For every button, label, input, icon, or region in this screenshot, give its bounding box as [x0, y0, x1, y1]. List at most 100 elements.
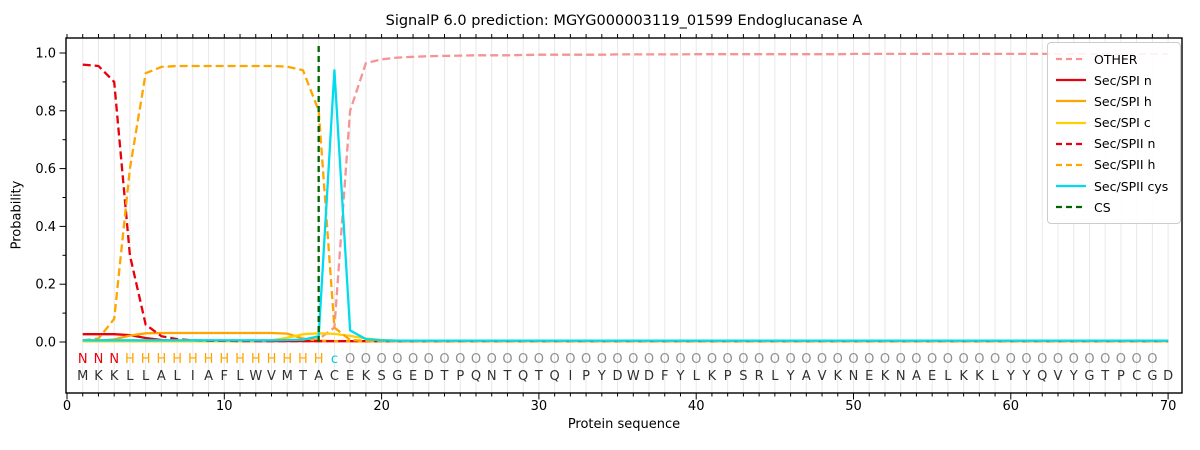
svg-text:A: A [802, 369, 811, 384]
svg-text:O: O [424, 352, 434, 367]
svg-text:O: O [345, 352, 355, 367]
svg-text:O: O [990, 352, 1000, 367]
svg-text:R: R [755, 369, 764, 384]
svg-text:Q: Q [518, 369, 528, 384]
svg-text:M: M [77, 369, 88, 384]
svg-text:O: O [707, 352, 717, 367]
svg-text:O: O [392, 352, 402, 367]
svg-text:10: 10 [216, 399, 233, 414]
legend-item-sec-spii-h: Sec/SPII h [1056, 156, 1172, 174]
legend-item-other: OTHER [1056, 50, 1172, 68]
svg-text:W: W [249, 369, 262, 384]
svg-text:0.4: 0.4 [35, 220, 56, 235]
svg-text:O: O [628, 352, 638, 367]
svg-text:O: O [408, 352, 418, 367]
legend-label: Sec/SPII h [1094, 157, 1156, 173]
svg-text:O: O [487, 352, 497, 367]
svg-text:L: L [693, 369, 701, 384]
svg-text:O: O [943, 352, 953, 367]
legend-label: Sec/SPI n [1094, 72, 1152, 88]
svg-text:O: O [1021, 352, 1031, 367]
svg-text:H: H [298, 352, 308, 367]
svg-text:L: L [991, 369, 999, 384]
svg-text:E: E [409, 369, 417, 384]
svg-text:40: 40 [688, 399, 705, 414]
legend-line-icon [1056, 79, 1086, 82]
legend-item-sec-spii-n: Sec/SPII n [1056, 135, 1172, 153]
svg-text:L: L [944, 369, 952, 384]
svg-text:O: O [880, 352, 890, 367]
svg-text:G: G [1147, 369, 1157, 384]
legend-label: Sec/SPII cys [1094, 178, 1169, 194]
svg-text:F: F [661, 369, 668, 384]
svg-text:V: V [267, 369, 276, 384]
svg-text:O: O [911, 352, 921, 367]
svg-text:60: 60 [1003, 399, 1020, 414]
svg-text:H: H [314, 352, 324, 367]
svg-text:O: O [361, 352, 371, 367]
svg-text:L: L [173, 369, 181, 384]
svg-text:Y: Y [1006, 369, 1015, 384]
svg-text:K: K [708, 369, 717, 384]
svg-text:O: O [691, 352, 701, 367]
plot-border [65, 37, 1183, 394]
svg-text:A: A [204, 369, 213, 384]
x-axis-label: Protein sequence [567, 417, 681, 432]
svg-text:O: O [958, 352, 968, 367]
svg-text:E: E [928, 369, 936, 384]
svg-text:K: K [834, 369, 843, 384]
svg-text:D: D [644, 369, 654, 384]
svg-text:Q: Q [550, 369, 560, 384]
svg-text:O: O [1006, 352, 1016, 367]
svg-text:H: H [235, 352, 245, 367]
svg-text:A: A [314, 369, 323, 384]
svg-text:H: H [282, 352, 292, 367]
legend-item-sec-spi-c: Sec/SPI c [1056, 114, 1172, 132]
svg-text:H: H [172, 352, 182, 367]
svg-text:H: H [251, 352, 261, 367]
svg-text:O: O [376, 352, 386, 367]
legend-line-icon [1056, 163, 1086, 167]
svg-text:O: O [612, 352, 622, 367]
svg-text:T: T [502, 369, 511, 384]
svg-text:L: L [771, 369, 779, 384]
legend-label: Sec/SPI c [1094, 115, 1151, 131]
svg-text:C: C [330, 369, 339, 384]
svg-text:T: T [440, 369, 449, 384]
svg-text:K: K [881, 369, 890, 384]
svg-text:E: E [865, 369, 873, 384]
svg-text:O: O [581, 352, 591, 367]
svg-text:P: P [456, 369, 464, 384]
legend-item-cs: CS [1056, 198, 1172, 216]
svg-text:G: G [1084, 369, 1094, 384]
svg-text:L: L [126, 369, 134, 384]
svg-text:30: 30 [531, 399, 548, 414]
series-lines [82, 44, 1169, 343]
series-sec-spii-h [82, 64, 1169, 343]
svg-text:O: O [597, 352, 607, 367]
svg-text:O: O [723, 352, 733, 367]
svg-text:O: O [534, 352, 544, 367]
legend-label: CS [1094, 199, 1111, 215]
legend-item-sec-spi-h: Sec/SPI h [1056, 92, 1172, 110]
svg-text:O: O [502, 352, 512, 367]
legend-item-sec-spi-n: Sec/SPI n [1056, 71, 1172, 89]
y-axis-label: Probability [9, 180, 25, 250]
svg-text:O: O [660, 352, 670, 367]
svg-text:O: O [565, 352, 575, 367]
svg-text:0.8: 0.8 [35, 104, 56, 119]
svg-text:N: N [94, 352, 104, 367]
svg-text:Y: Y [1022, 369, 1031, 384]
svg-text:O: O [817, 352, 827, 367]
svg-text:O: O [801, 352, 811, 367]
svg-text:T: T [1100, 369, 1109, 384]
svg-text:S: S [377, 369, 385, 384]
svg-text:H: H [188, 352, 198, 367]
svg-text:0.6: 0.6 [35, 162, 56, 177]
svg-text:O: O [1116, 352, 1126, 367]
svg-text:0.2: 0.2 [35, 278, 56, 293]
svg-text:I: I [568, 369, 572, 384]
svg-text:O: O [1069, 352, 1079, 367]
svg-text:Q: Q [471, 369, 481, 384]
